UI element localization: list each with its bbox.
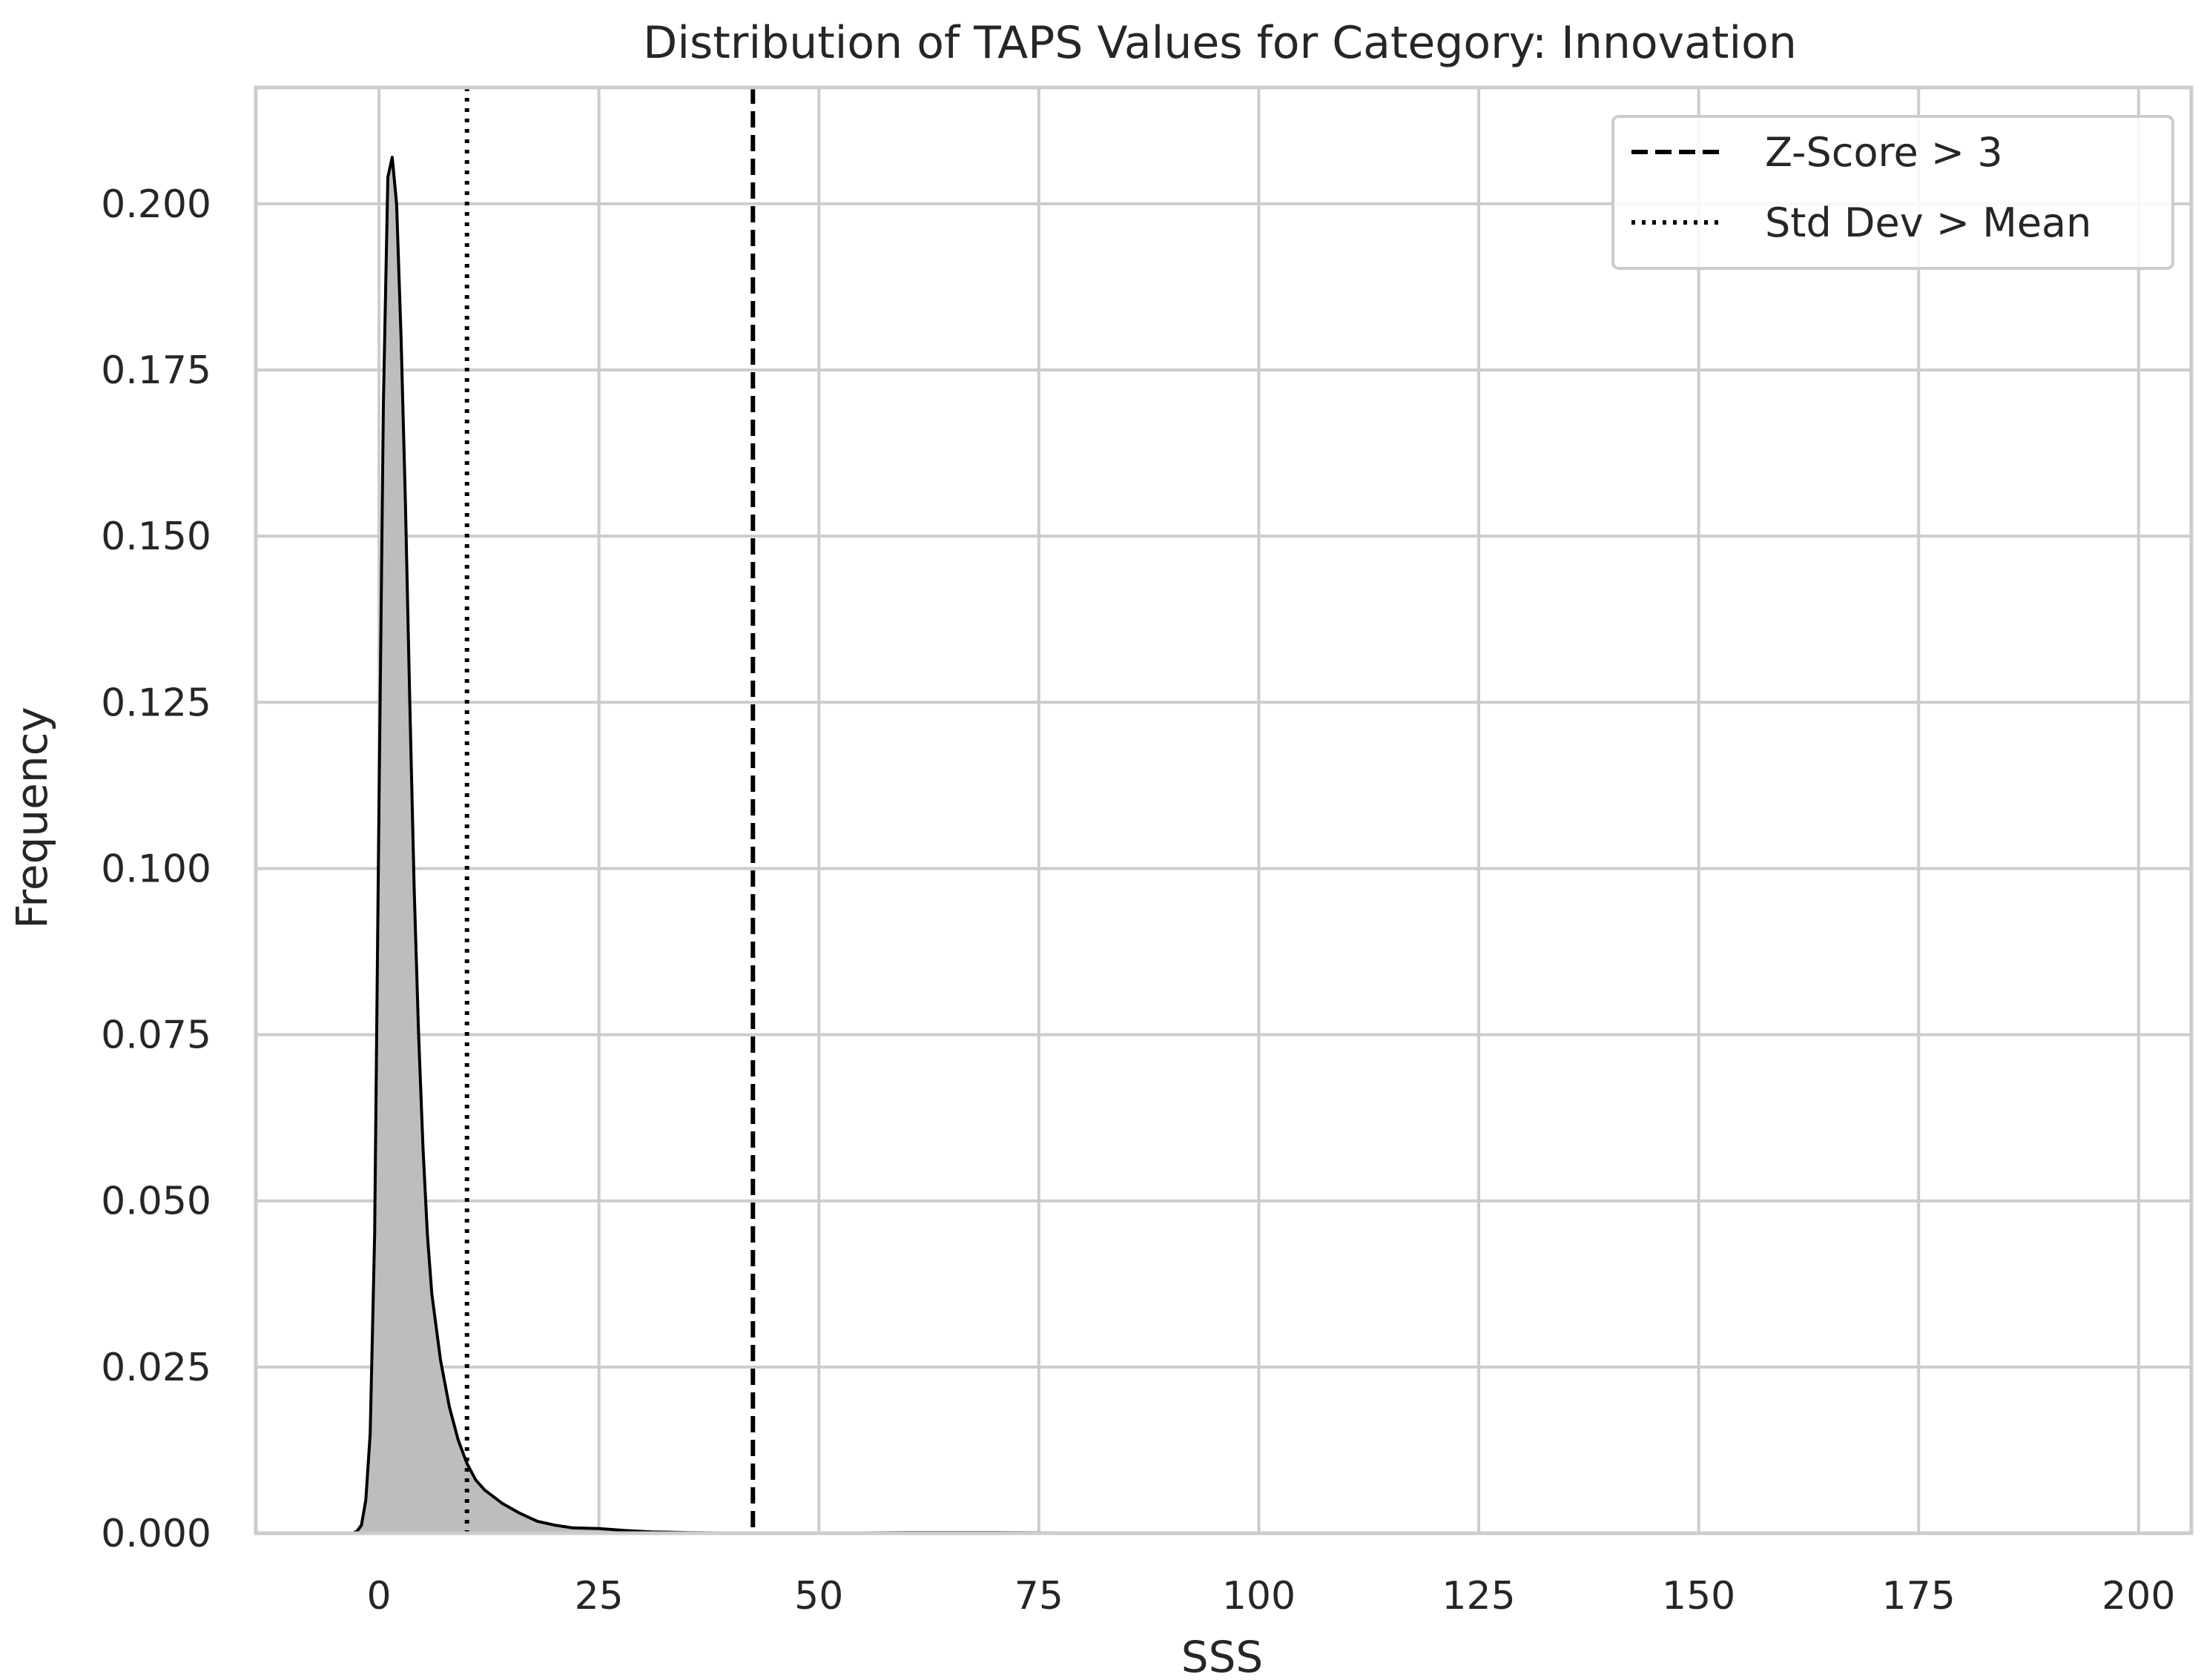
y-tick-label-0.200: 0.200 — [101, 182, 211, 227]
threshold-lines — [464, 87, 756, 1533]
x-tick-label-0: 0 — [367, 1574, 392, 1618]
y-tick-label-0.075: 0.075 — [101, 1013, 211, 1058]
x-tick-label-75: 75 — [1014, 1574, 1063, 1618]
x-tick-label-25: 25 — [575, 1574, 624, 1618]
legend-label-std-dev: Std Dev > Mean — [1765, 199, 2091, 246]
x-tick-label-200: 200 — [2102, 1574, 2175, 1618]
x-tick-label-50: 50 — [794, 1574, 843, 1618]
x-tick-label-125: 125 — [1442, 1574, 1515, 1618]
y-axis-label: Frequency — [7, 707, 57, 929]
y-tick-label-0.000: 0.000 — [101, 1512, 211, 1556]
y-tick-label-0.175: 0.175 — [101, 348, 211, 393]
x-tick-label-175: 175 — [1882, 1574, 1956, 1618]
x-axis-label: SSS — [1181, 1632, 1263, 1680]
y-tick-labels: 0.000 0.025 0.050 0.075 0.100 0.125 0.150 0.175… — [101, 182, 211, 1556]
y-tick-label-0.050: 0.050 — [101, 1180, 211, 1224]
plot-frame — [254, 85, 2194, 1535]
legend-box — [1611, 115, 2174, 270]
x-tick-label-100: 100 — [1222, 1574, 1296, 1618]
y-tick-label-0.150: 0.150 — [101, 515, 211, 559]
x-tick-label-150: 150 — [1662, 1574, 1735, 1618]
y-tick-label-0.100: 0.100 — [101, 847, 211, 891]
legend: Z-Score > 3 Std Dev > Mean — [1611, 115, 2174, 270]
x-tick-labels: 0 25 50 75 100 125 150 175 200 — [367, 1574, 2176, 1618]
y-tick-label-0.025: 0.025 — [101, 1346, 211, 1390]
y-tick-label-0.125: 0.125 — [101, 681, 211, 725]
legend-label-z-score: Z-Score > 3 — [1765, 129, 2003, 176]
chart-title: Distribution of TAPS Values for Category… — [643, 17, 1797, 69]
